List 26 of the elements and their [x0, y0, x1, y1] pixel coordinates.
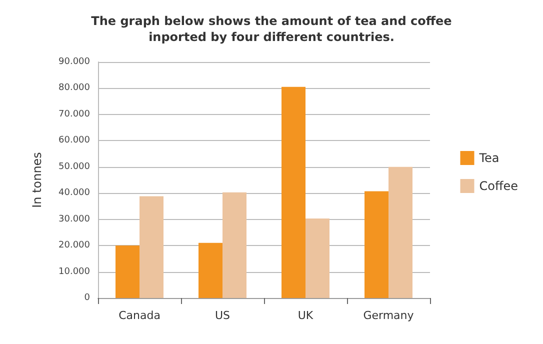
y-tick-label: 40.000 [58, 188, 90, 198]
x-tick-label: UK [298, 309, 314, 322]
bar [222, 192, 246, 298]
x-tick-label: Canada [118, 309, 160, 322]
y-axis-title: In tonnes [30, 152, 44, 208]
legend-label: Coffee [479, 179, 518, 193]
bar [198, 242, 222, 298]
y-tick-label: 50.000 [58, 162, 90, 172]
bar [116, 246, 140, 298]
x-tick-label: Germany [363, 309, 414, 322]
y-tick-label: 70.000 [58, 109, 90, 120]
y-tick-label: 30.000 [58, 214, 90, 224]
y-tick-label: 0 [84, 293, 90, 303]
chart-title: The graph below shows the amount of tea and coffee inported by four different countries. [91, 14, 452, 44]
y-tick-label: 20.000 [58, 240, 90, 251]
y-tick-label: 80.000 [58, 83, 90, 94]
y-tick-label: 90.000 [58, 57, 90, 67]
y-tick-label: 60.000 [58, 136, 90, 146]
y-tick-label: 10.000 [58, 266, 90, 277]
bar [282, 86, 306, 298]
bar [306, 218, 330, 298]
x-tick-label: US [214, 309, 230, 322]
bar [364, 191, 388, 298]
bar [140, 196, 164, 298]
legend-label: Tea [478, 151, 500, 165]
bar [388, 166, 412, 298]
